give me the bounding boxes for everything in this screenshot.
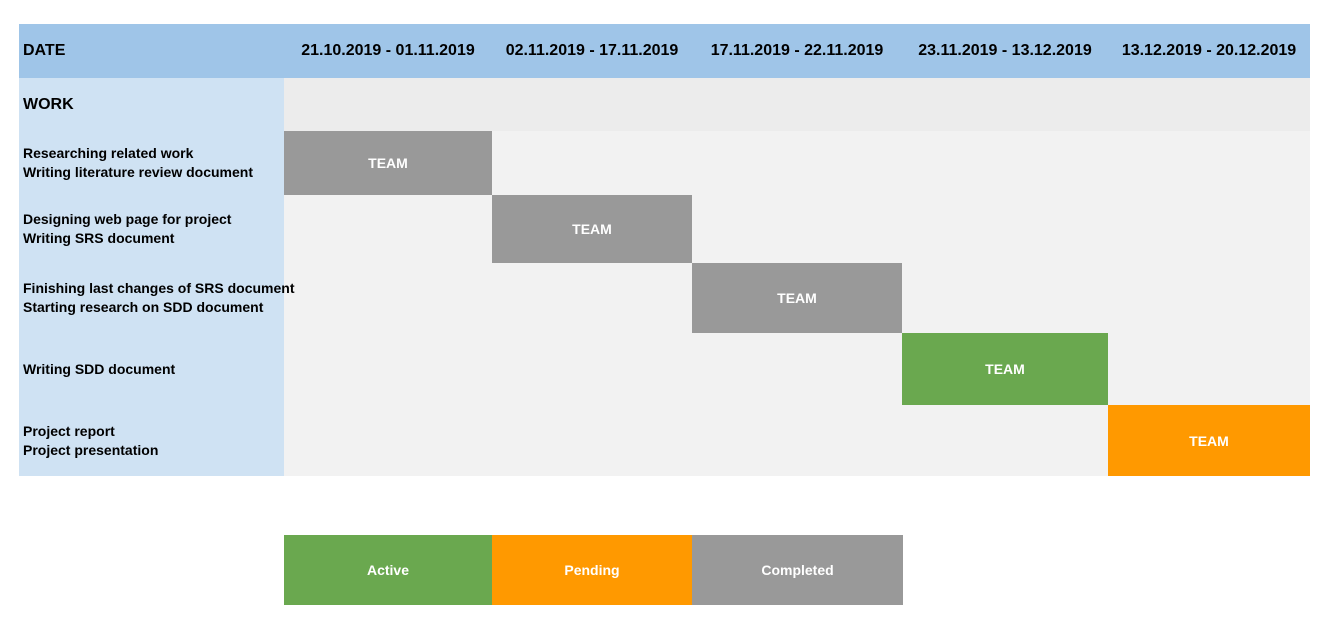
period-header-4: 23.11.2019 - 13.12.2019 — [918, 42, 1092, 59]
task-label-1: Researching related work Writing literat… — [23, 131, 253, 195]
task-line: Designing web page for project — [23, 211, 232, 227]
task-label-4: Writing SDD document — [23, 333, 175, 405]
period-header-2: 02.11.2019 - 17.11.2019 — [505, 42, 679, 59]
work-label: WORK — [23, 95, 74, 113]
task-label-2: Designing web page for project Writing S… — [23, 195, 231, 263]
work-row-band — [284, 78, 1310, 131]
period-header-3: 17.11.2019 - 22.11.2019 — [710, 42, 884, 59]
legend-completed: Completed — [692, 535, 903, 605]
task-line: Finishing last changes of SRS document — [23, 280, 295, 296]
task-bar-1: TEAM — [284, 131, 492, 195]
period-header-5: 13.12.2019 - 20.12.2019 — [1121, 42, 1297, 59]
legend-pending: Pending — [492, 535, 692, 605]
task-label-3: Finishing last changes of SRS document S… — [23, 263, 294, 333]
period-header-1: 21.10.2019 - 01.11.2019 — [301, 42, 475, 59]
task-bar-2: TEAM — [492, 195, 692, 263]
task-line: Project presentation — [23, 441, 159, 458]
legend-active: Active — [284, 535, 492, 605]
task-line: Project report — [23, 422, 115, 439]
task-line: Writing SDD document — [23, 360, 176, 377]
task-line: Researching related work — [23, 145, 194, 161]
task-label-5: Project report Project presentation — [23, 405, 158, 476]
task-line: Writing literature review document — [23, 164, 254, 180]
header-bar: DATE 21.10.2019 - 01.11.2019 02.11.2019 … — [19, 24, 1310, 78]
work-column — [19, 78, 284, 476]
task-line: Writing SRS document — [23, 230, 175, 246]
date-header-label: DATE — [23, 42, 66, 59]
task-bar-4: TEAM — [902, 333, 1108, 405]
task-line: Starting research on SDD document — [23, 299, 264, 315]
task-bar-5: TEAM — [1108, 405, 1310, 476]
task-bar-3: TEAM — [692, 263, 902, 333]
